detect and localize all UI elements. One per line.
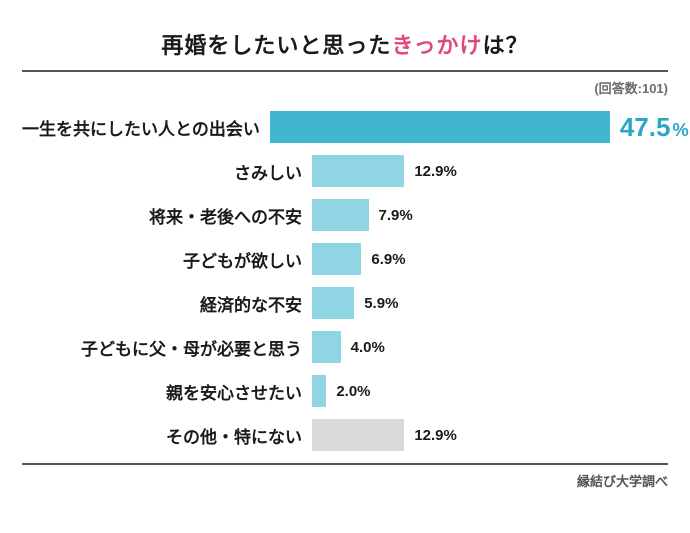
bar-label: 将来・老後への不安	[22, 203, 312, 228]
bar-track: 6.9%	[312, 243, 668, 275]
bar-label: さみしい	[22, 159, 312, 184]
title-accent: きっかけ	[391, 33, 482, 58]
bar-track: 5.9%	[312, 287, 668, 319]
bar-track: 47.5%	[270, 111, 689, 143]
bar-fill	[312, 287, 354, 319]
bar-fill	[270, 111, 610, 143]
bar-fill	[312, 375, 326, 407]
bar-value: 5.9%	[364, 295, 398, 312]
bar-track: 12.9%	[312, 155, 668, 187]
bar-label: 一生を共にしたい人との出会い	[22, 115, 270, 140]
bar-label: 子どもに父・母が必要と思う	[22, 335, 312, 360]
top-rule	[22, 70, 668, 72]
bar-row: 一生を共にしたい人との出会い47.5%	[22, 111, 668, 143]
bar-track: 12.9%	[312, 419, 668, 451]
bar-value-number: 47.5	[620, 112, 671, 142]
bar-track: 7.9%	[312, 199, 668, 231]
bar-row: 経済的な不安 5.9%	[22, 287, 668, 319]
source-label: 縁結び大学調べ	[22, 471, 668, 490]
bar-value: 2.0%	[336, 383, 370, 400]
chart-container: 再婚をしたいと思ったきっかけは？ (回答数:101) 一生を共にしたい人との出会…	[0, 0, 690, 508]
bar-row: さみしい 12.9%	[22, 155, 668, 187]
bar-track: 2.0%	[312, 375, 668, 407]
bar-label: 経済的な不安	[22, 291, 312, 316]
bar-track: 4.0%	[312, 331, 668, 363]
bar-rows: 一生を共にしたい人との出会い47.5%さみしい12.9%将来・老後への不安7.9…	[22, 111, 668, 451]
bar-fill	[312, 243, 361, 275]
bar-row: 親を安心させたい 2.0%	[22, 375, 668, 407]
bar-label: 子どもが欲しい	[22, 247, 312, 272]
bar-label: その他・特にない	[22, 423, 312, 448]
bar-label: 親を安心させたい	[22, 379, 312, 404]
bar-value: 7.9%	[379, 207, 413, 224]
bar-fill	[312, 155, 404, 187]
bar-value: 6.9%	[371, 251, 405, 268]
title-suffix: は？	[483, 33, 529, 58]
bar-value: 4.0%	[351, 339, 385, 356]
bottom-rule	[22, 463, 668, 465]
respondents-count: (回答数:101)	[22, 78, 668, 97]
bar-row: 子どもが欲しい 6.9%	[22, 243, 668, 275]
bar-value: 12.9%	[414, 427, 457, 444]
bar-fill	[312, 199, 369, 231]
title-prefix: 再婚をしたいと思った	[161, 33, 391, 58]
bar-value: 47.5%	[620, 112, 689, 143]
bar-row: その他・特にない 12.9%	[22, 419, 668, 451]
bar-fill	[312, 419, 404, 451]
bar-row: 子どもに父・母が必要と思う 4.0%	[22, 331, 668, 363]
bar-fill	[312, 331, 341, 363]
bar-value: 12.9%	[414, 163, 457, 180]
percent-unit: %	[672, 120, 688, 140]
bar-row: 将来・老後への不安 7.9%	[22, 199, 668, 231]
chart-title: 再婚をしたいと思ったきっかけは？	[22, 28, 668, 60]
